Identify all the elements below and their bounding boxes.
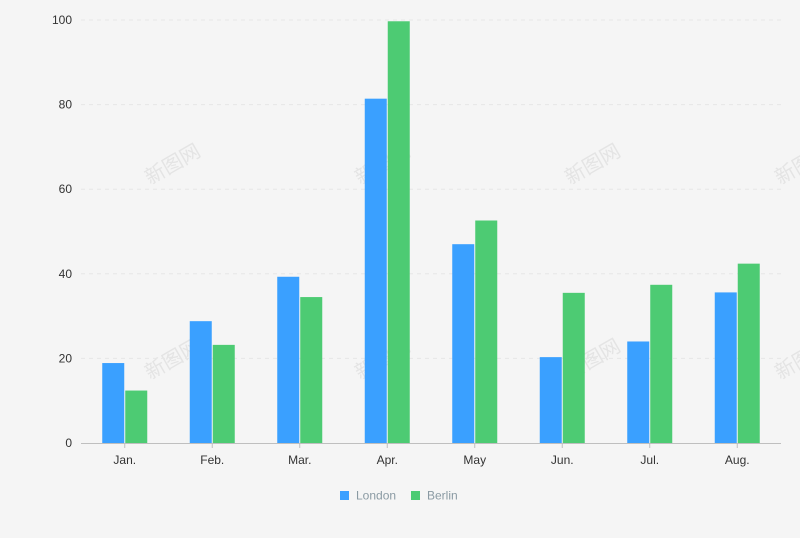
watermark-text: 新图网 — [771, 139, 800, 189]
watermark-text: 新图网 — [771, 334, 800, 384]
bars — [102, 21, 760, 443]
x-tick-label: Jun. — [551, 453, 574, 467]
bar-london — [364, 98, 387, 443]
bar-berlin — [475, 220, 498, 443]
x-tick-label: May — [463, 453, 486, 467]
bar-berlin — [387, 21, 410, 443]
x-tick-label: Feb. — [200, 453, 224, 467]
gridlines — [81, 19, 781, 359]
bar-berlin — [650, 284, 673, 443]
bar-london — [627, 341, 650, 443]
legend-item-berlin[interactable]: Berlin — [411, 489, 458, 503]
bar-london — [277, 276, 300, 443]
bar-berlin — [212, 344, 235, 443]
y-axis: 0 20 40 60 80 100 — [52, 13, 72, 450]
x-tick-label: Mar. — [288, 453, 311, 467]
legend-swatch — [411, 491, 420, 500]
y-tick-label: 40 — [59, 267, 73, 281]
bar-berlin — [125, 390, 148, 443]
legend-label: London — [356, 489, 396, 503]
legend-swatch — [340, 491, 349, 500]
bar-london — [714, 292, 737, 443]
bar-berlin — [300, 297, 323, 443]
legend-label: Berlin — [427, 489, 458, 503]
y-tick-label: 100 — [52, 13, 72, 27]
legend: London Berlin — [340, 489, 458, 503]
x-tick-label: Jan. — [113, 453, 136, 467]
y-tick-label: 20 — [59, 351, 73, 365]
legend-item-london[interactable]: London — [340, 489, 396, 503]
bar-london — [452, 244, 475, 443]
x-axis: Jan. Feb. Mar. Apr. May Jun. Jul. Aug. — [81, 443, 781, 467]
bar-berlin — [737, 263, 760, 443]
watermark-text: 新图网 — [141, 139, 204, 189]
x-tick-label: Aug. — [725, 453, 750, 467]
bar-london — [189, 321, 212, 443]
x-tick-label: Apr. — [377, 453, 398, 467]
bar-london — [102, 363, 125, 443]
bar-london — [539, 357, 562, 443]
y-tick-label: 80 — [59, 98, 73, 112]
y-tick-label: 0 — [65, 436, 72, 450]
watermark-text: 新图网 — [561, 139, 624, 189]
x-tick-label: Jul. — [640, 453, 659, 467]
y-tick-label: 60 — [59, 182, 73, 196]
bar-berlin — [562, 292, 585, 443]
